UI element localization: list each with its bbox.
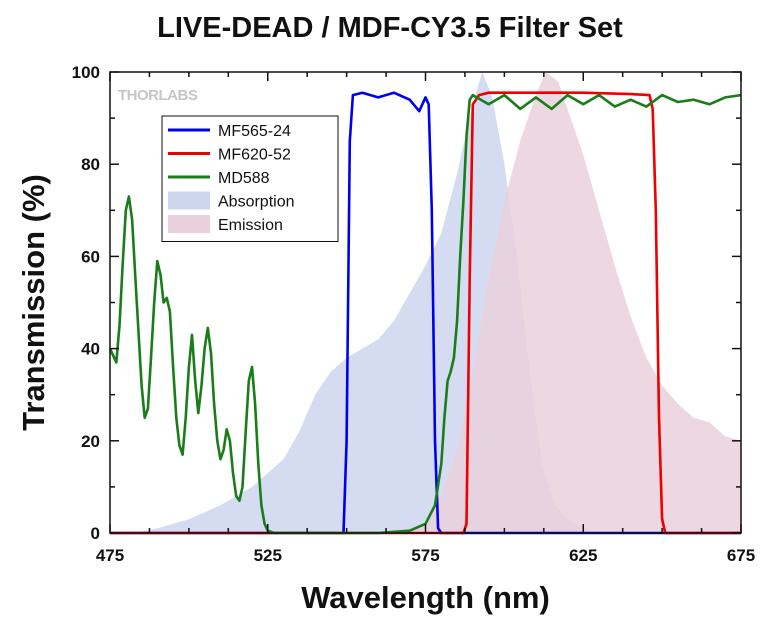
legend-swatch-absorption xyxy=(168,191,210,210)
absorption-area xyxy=(110,72,741,533)
y-tick-label: 20 xyxy=(81,432,100,451)
x-axis-label: Wavelength (nm) xyxy=(301,580,550,615)
legend-label-mf620-52: MF620-52 xyxy=(218,147,291,164)
y-tick-label: 40 xyxy=(81,340,100,359)
chart-title: LIVE-DEAD / MDF-CY3.5 Filter Set xyxy=(157,12,623,44)
legend-label-absorption: Absorption xyxy=(218,194,295,211)
area-series-layer xyxy=(110,72,741,533)
x-tick-label: 675 xyxy=(727,546,755,565)
legend-swatch-emission xyxy=(168,215,210,233)
md588-line xyxy=(108,93,742,535)
x-tick-label: 525 xyxy=(254,546,282,565)
axis-ticks: 475 525 575 625 675 0 20 40 60 80 100 xyxy=(72,63,756,565)
y-tick-label: 60 xyxy=(81,247,100,266)
legend-label-mf565-24: MF565-24 xyxy=(218,123,291,140)
legend: MF565-24 MF620-52 MD588 Absorption Emission xyxy=(161,115,339,242)
thorlabs-watermark: THORLABS xyxy=(118,87,198,104)
x-tick-label: 475 xyxy=(96,546,124,565)
line-series-layer xyxy=(108,91,742,535)
x-tick-label: 575 xyxy=(411,546,439,565)
y-tick-label: 0 xyxy=(91,524,100,543)
x-tick-label: 625 xyxy=(569,546,597,565)
y-tick-label: 80 xyxy=(81,155,100,174)
legend-label-md588: MD588 xyxy=(218,170,270,187)
mf620-52-line xyxy=(110,91,741,535)
mf565-24-line xyxy=(110,91,741,535)
emission-area xyxy=(110,72,741,533)
y-tick-label: 100 xyxy=(72,63,100,82)
legend-label-emission: Emission xyxy=(218,217,283,234)
y-axis-label: Transmission (%) xyxy=(16,174,51,431)
